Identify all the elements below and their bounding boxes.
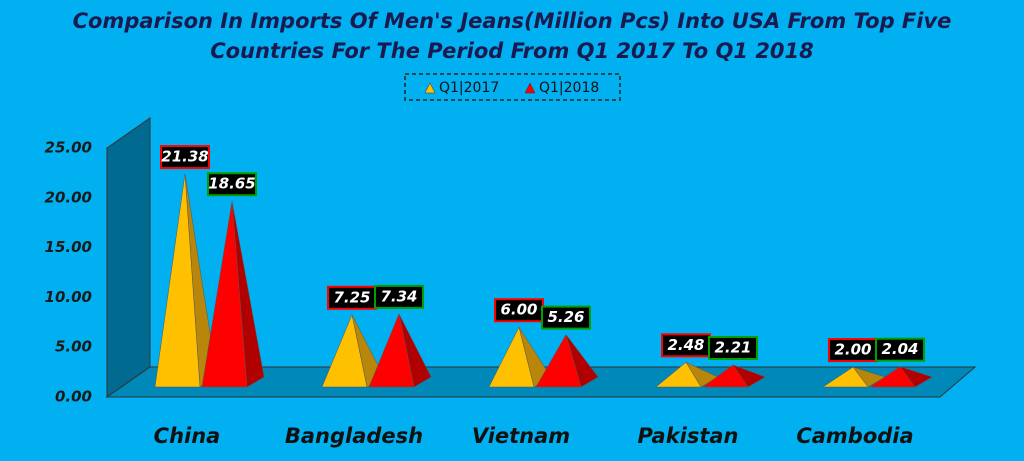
- legend-label: Q1|2018: [539, 80, 599, 96]
- data-label-box: [160, 145, 210, 170]
- x-tick-label: Cambodia: [796, 424, 913, 448]
- y-tick-label: 5.00: [55, 338, 92, 356]
- data-label-box: [875, 337, 925, 362]
- data-label-box: [374, 284, 424, 309]
- x-tick-label: Bangladesh: [285, 424, 423, 448]
- y-tick-label: 10.00: [45, 288, 92, 306]
- data-label-box: [541, 305, 591, 330]
- y-tick-label: 15.00: [45, 238, 92, 256]
- legend-swatch: [424, 82, 436, 94]
- x-tick-label: Pakistan: [637, 424, 738, 448]
- x-tick-label: China: [154, 424, 221, 448]
- data-label-box: [708, 335, 758, 360]
- data-label: 7.34: [380, 287, 417, 305]
- pyramid: [822, 366, 869, 388]
- pyramid: [488, 326, 535, 388]
- pyramid: [655, 361, 702, 388]
- side-wall: [106, 117, 151, 398]
- y-tick-label: 0.00: [55, 388, 92, 406]
- y-tick-label: 20.00: [45, 188, 92, 206]
- pyramid: [368, 313, 415, 388]
- pyramid: [201, 201, 248, 388]
- pyramid: [869, 366, 916, 388]
- pyramid: [535, 333, 582, 388]
- data-label: 6.00: [500, 301, 537, 319]
- data-label: 2.48: [667, 336, 704, 354]
- data-label-box: [207, 172, 257, 197]
- data-label: 7.25: [333, 288, 370, 306]
- data-label: 21.38: [161, 148, 208, 166]
- chart-title: Countries For The Period From Q1 2017 To…: [210, 39, 814, 63]
- data-label: 2.00: [834, 341, 871, 359]
- chart-title: Comparison In Imports Of Men's Jeans(Mil…: [73, 9, 952, 33]
- pyramid: [321, 313, 368, 388]
- data-label: 5.26: [547, 308, 584, 326]
- y-tick-label: 25.00: [45, 139, 92, 157]
- legend-box: [404, 73, 621, 101]
- data-label: 18.65: [208, 175, 255, 193]
- legend-label: Q1|2017: [439, 80, 499, 96]
- pyramid: [702, 364, 749, 388]
- data-label: 2.21: [714, 338, 751, 356]
- pyramid: [154, 174, 201, 388]
- legend-swatch: [524, 82, 536, 94]
- data-label: 2.04: [881, 340, 918, 358]
- x-tick-label: Vietnam: [472, 424, 570, 448]
